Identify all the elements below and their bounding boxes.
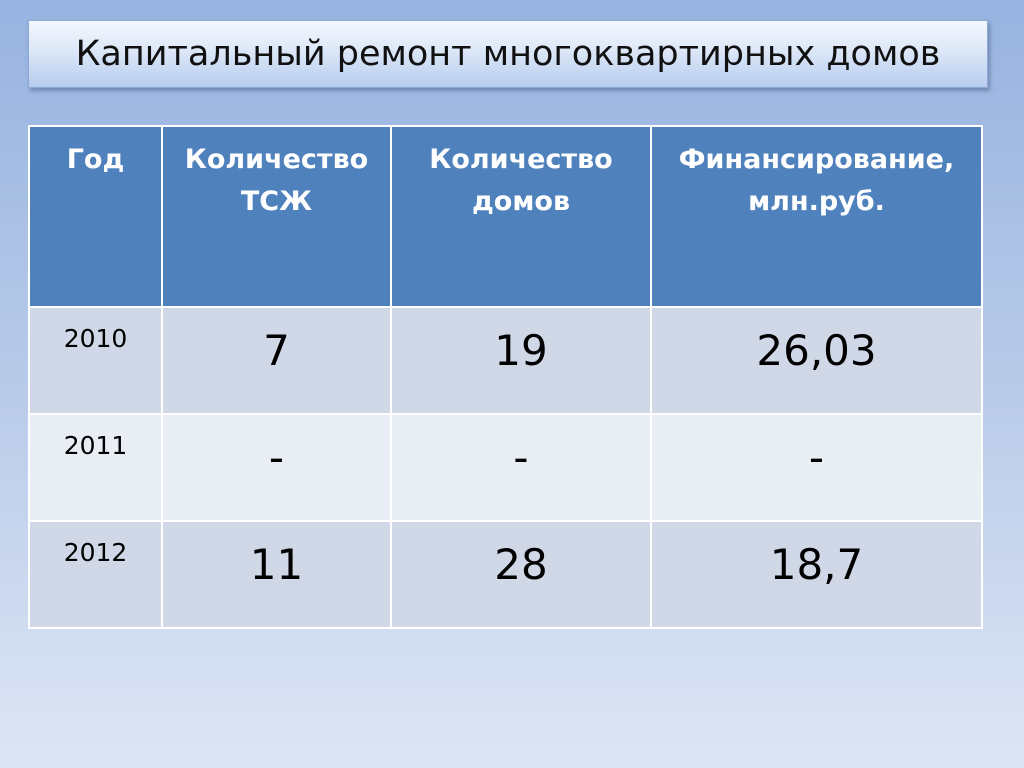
cell-year: 2012 [28, 520, 163, 629]
cell-house-count: 19 [390, 306, 652, 415]
cell-funding: 26,03 [650, 306, 983, 415]
cell-hoa-count: 11 [161, 520, 392, 629]
header-year: Год [28, 125, 163, 308]
cell-funding: 18,7 [650, 520, 983, 629]
cell-hoa-count: - [161, 413, 392, 522]
cell-funding: - [650, 413, 983, 522]
data-table: Год Количество ТСЖ Количество домов Фина… [28, 125, 983, 629]
table-row: 2011 - - - [28, 413, 983, 522]
cell-year: 2011 [28, 413, 163, 522]
table-row: 2010 7 19 26,03 [28, 306, 983, 415]
header-funding: Финансирование, млн.руб. [650, 125, 983, 308]
header-hoa-count: Количество ТСЖ [161, 125, 392, 308]
header-house-count: Количество домов [390, 125, 652, 308]
cell-hoa-count: 7 [161, 306, 392, 415]
cell-house-count: 28 [390, 520, 652, 629]
cell-year: 2010 [28, 306, 163, 415]
table-header-row: Год Количество ТСЖ Количество домов Фина… [28, 125, 983, 308]
cell-house-count: - [390, 413, 652, 522]
slide-title: Капитальный ремонт многоквартирных домов [28, 20, 988, 88]
table-row: 2012 11 28 18,7 [28, 520, 983, 629]
